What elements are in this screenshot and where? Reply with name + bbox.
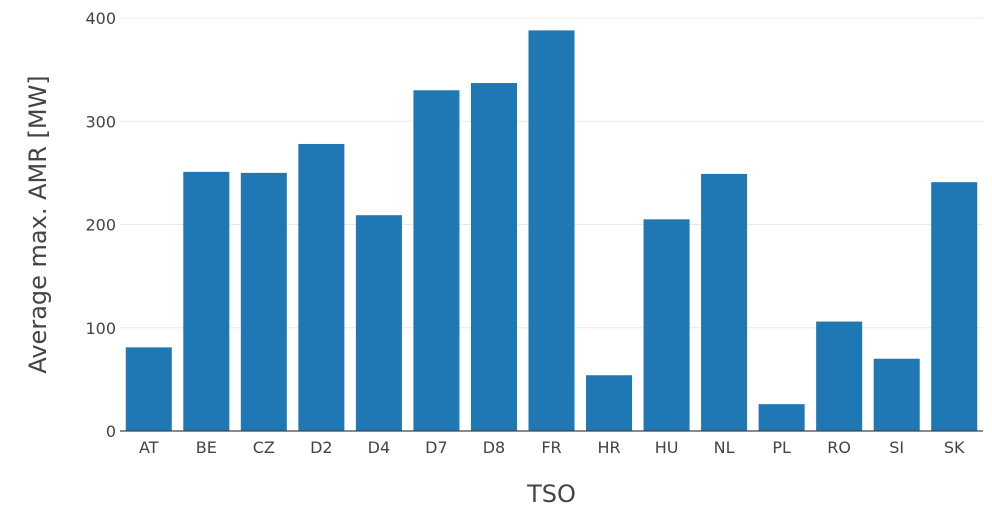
x-tick-label: BE bbox=[196, 438, 217, 457]
bar-ro bbox=[816, 321, 863, 431]
bar-sk bbox=[931, 182, 978, 431]
x-tick-label: CZ bbox=[253, 438, 275, 457]
x-tick-label: SI bbox=[889, 438, 904, 457]
bar-pl bbox=[758, 404, 805, 431]
x-tick-label: D7 bbox=[425, 438, 448, 457]
x-tick-label: SK bbox=[944, 438, 965, 457]
y-tick-label: 0 bbox=[106, 422, 116, 441]
bar-cz bbox=[240, 172, 287, 431]
x-tick-label: HU bbox=[655, 438, 679, 457]
x-tick-labels: AT BE CZ D2 D4 D7 D8 FR HR HU NL PL RO SI SK bbox=[139, 438, 965, 457]
y-tick-label: 200 bbox=[85, 216, 116, 235]
bar-hu bbox=[643, 219, 690, 431]
bar-nl bbox=[701, 173, 748, 431]
bar-fr bbox=[528, 30, 575, 431]
bar-d8 bbox=[470, 83, 517, 432]
bar-be bbox=[183, 171, 230, 431]
x-tick-label: FR bbox=[541, 438, 561, 457]
x-tick-label: AT bbox=[139, 438, 159, 457]
x-tick-label: D8 bbox=[483, 438, 506, 457]
y-tick-label: 400 bbox=[85, 9, 116, 28]
bar-d7 bbox=[413, 90, 460, 432]
x-tick-label: NL bbox=[714, 438, 735, 457]
y-tick-label: 300 bbox=[85, 112, 116, 131]
bar-si bbox=[873, 358, 920, 431]
y-tick-labels: 0 100 200 300 400 bbox=[85, 9, 116, 441]
bar-hr bbox=[586, 375, 633, 431]
x-tick-label: D2 bbox=[310, 438, 333, 457]
bars bbox=[125, 30, 978, 432]
bar-d2 bbox=[298, 143, 345, 431]
x-tick-label: RO bbox=[827, 438, 851, 457]
bar-at bbox=[125, 347, 172, 431]
y-axis-title: Average max. AMR [MW] bbox=[24, 75, 52, 373]
x-tick-label: D4 bbox=[368, 438, 391, 457]
x-axis-title: TSO bbox=[526, 480, 576, 506]
x-tick-label: PL bbox=[772, 438, 791, 457]
y-tick-label: 100 bbox=[85, 319, 116, 338]
x-tick-label: HR bbox=[597, 438, 620, 457]
bar-d4 bbox=[355, 215, 402, 431]
